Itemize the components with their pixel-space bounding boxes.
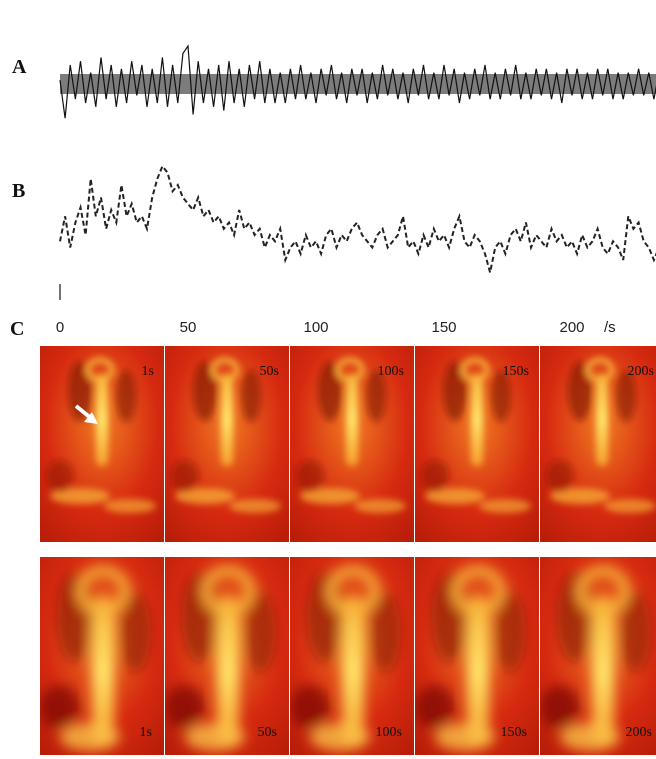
heatmap-image: [290, 557, 414, 755]
image-tile: 50s: [165, 346, 289, 542]
x-axis: 0 50 100 150 200/s: [56, 319, 616, 336]
panel-label-a: A: [12, 56, 27, 78]
time-label: 1s: [141, 364, 154, 379]
image-tile: 150s: [415, 557, 539, 755]
image-tile: 100s: [290, 346, 414, 542]
image-tile: 1s: [40, 557, 164, 755]
trace-a-line: [59, 44, 656, 119]
image-tile: 200s: [540, 346, 656, 542]
image-tile: 50s: [165, 557, 289, 755]
time-label: 200s: [627, 364, 654, 379]
image-tile: 1s: [40, 346, 164, 542]
x-tick-label: 100: [303, 319, 328, 336]
heatmap-image: [415, 346, 539, 542]
image-tile: 150s: [415, 346, 539, 542]
heatmap-image: [540, 346, 656, 542]
heatmap-image: [165, 346, 289, 542]
heatmap-image: [40, 346, 164, 542]
heatmap-image: [415, 557, 539, 755]
image-tile: 100s: [290, 557, 414, 755]
panel-label-c: C: [10, 318, 25, 340]
image-tile: 200s: [540, 557, 656, 755]
time-label: 50s: [259, 364, 279, 379]
heatmap-image: [540, 557, 656, 755]
x-tick-label: 0: [56, 319, 64, 336]
x-axis-unit: /s: [604, 319, 616, 336]
time-label: 1s: [139, 725, 152, 740]
trace-b: [59, 164, 656, 273]
x-tick-label: 150: [431, 319, 456, 336]
trace-b-line: [59, 164, 656, 273]
arrow-icon: [74, 404, 98, 424]
time-label: 100s: [375, 725, 402, 740]
trace-a: [59, 44, 656, 119]
trace-plot-area: 0 50 100 150 200/s: [56, 44, 656, 336]
time-label: 100s: [377, 364, 404, 379]
time-label: 200s: [625, 725, 652, 740]
heatmap-image: [40, 557, 164, 755]
time-label: 150s: [502, 364, 529, 379]
heatmap-image: [290, 346, 414, 542]
heatmap-image: [165, 557, 289, 755]
x-tick-label: 50: [180, 319, 197, 336]
panel-label-b: B: [12, 180, 26, 202]
time-label: 50s: [257, 725, 277, 740]
x-tick-label: 200: [559, 319, 584, 336]
time-label: 150s: [500, 725, 527, 740]
